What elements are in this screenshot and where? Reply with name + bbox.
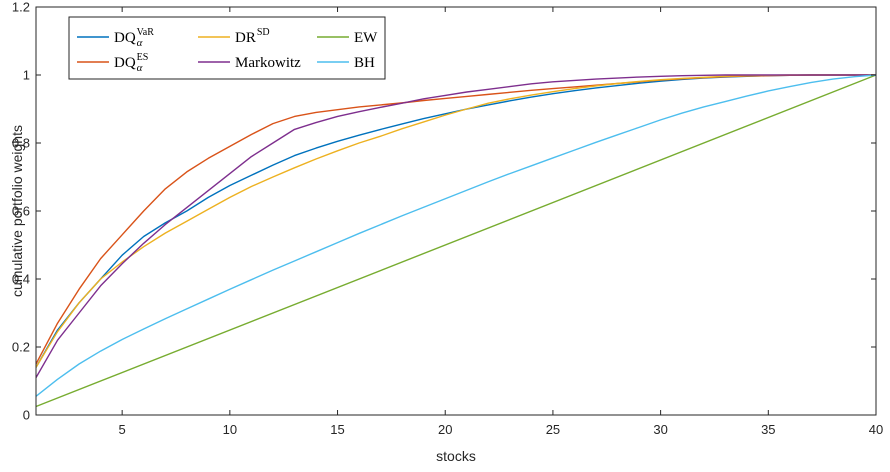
legend-label: EW xyxy=(354,30,378,46)
legend-item: EW xyxy=(317,30,378,46)
x-tick-label: 40 xyxy=(869,422,883,437)
series-line-dr-sd xyxy=(35,74,876,368)
legend-label-sup: SD xyxy=(257,27,270,38)
legend-item: Markowitz xyxy=(198,55,301,71)
legend-label-sup: VaR xyxy=(137,27,155,38)
legend-label-main: EW xyxy=(354,30,378,46)
y-axis-label: cumulative portfolio weights xyxy=(9,125,25,297)
x-tick-label: 5 xyxy=(119,422,126,437)
legend-box xyxy=(68,16,386,80)
x-tick-label: 30 xyxy=(653,422,667,437)
legend-item: DR SD xyxy=(198,27,270,46)
legend-label: Markowitz xyxy=(235,55,301,71)
series-line-markowitz xyxy=(35,74,876,378)
series-line-ew xyxy=(35,74,877,408)
legend-label: DQ xyxy=(114,55,136,71)
plot-lines xyxy=(35,74,877,408)
x-tick-label: 15 xyxy=(330,422,344,437)
legend-label-sub: α xyxy=(137,62,143,74)
ticks: 5 10 15 20 25 30 35 40 0 0.2 0.4 0.6 0.8 1 1.2 xyxy=(12,0,883,437)
legend-label-sup: ES xyxy=(137,52,149,63)
legend-label: DR xyxy=(235,30,256,46)
legend-label: BH xyxy=(354,55,375,71)
legend-label-main: DQ xyxy=(114,55,136,71)
legend-item: DQ ESα xyxy=(77,52,148,74)
y-tick-label: 0 xyxy=(23,408,30,423)
legend-label-sub: α xyxy=(137,37,143,49)
x-tick-label: 10 xyxy=(223,422,237,437)
y-tick-label: 1.2 xyxy=(12,0,30,15)
x-tick-label: 20 xyxy=(438,422,452,437)
legend-label-main: Markowitz xyxy=(235,55,301,71)
y-tick-label: 1 xyxy=(23,68,30,83)
legend-label-main: DQ xyxy=(114,30,136,46)
x-tick-label: 25 xyxy=(546,422,560,437)
series-line-bh xyxy=(35,74,877,397)
y-tick-label: 0.8 xyxy=(12,136,30,151)
y-tick-label: 0.4 xyxy=(12,272,30,287)
legend-label: DQ xyxy=(114,30,136,46)
y-tick-label: 0.2 xyxy=(12,340,30,355)
legend-label-main: DR xyxy=(235,30,256,46)
x-tick-label: 35 xyxy=(761,422,775,437)
legend-label-main: BH xyxy=(354,55,375,71)
y-tick-label: 0.6 xyxy=(12,204,30,219)
legend-item: BH xyxy=(317,55,375,71)
x-axis-label: stocks xyxy=(436,448,476,464)
